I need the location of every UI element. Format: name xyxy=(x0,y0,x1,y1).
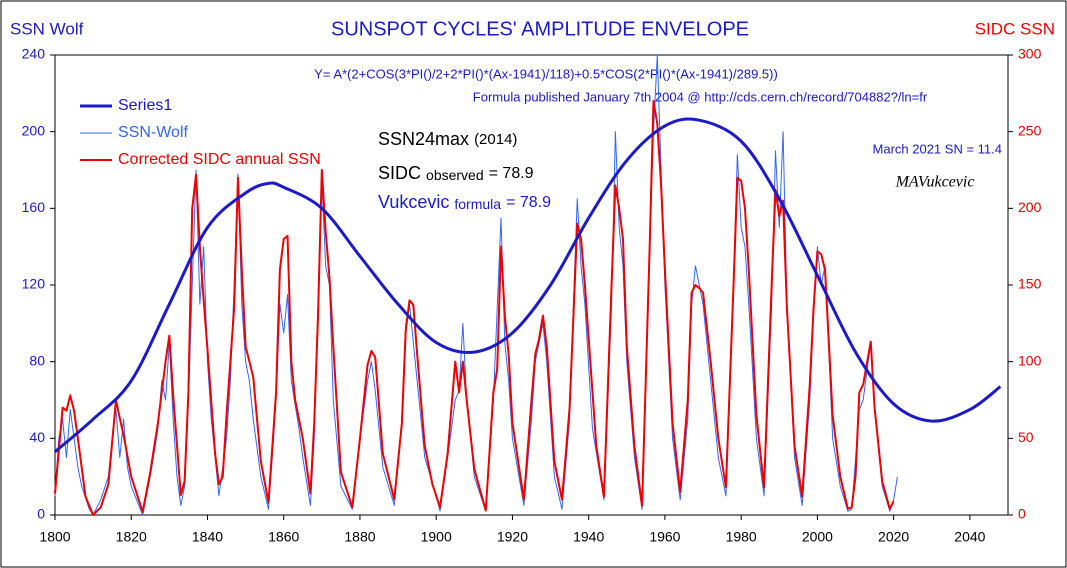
y-tick-label: 120 xyxy=(22,276,46,292)
ssn24max-year: (2014) xyxy=(474,131,517,148)
vukcevic-label: Vukcevic xyxy=(378,192,449,212)
formula: Y= A*(2+COS(3*PI()/2+2*PI()*(Ax-1941)/11… xyxy=(314,66,778,81)
series-line xyxy=(54,117,1002,453)
y2-tick-label: 0 xyxy=(1018,506,1026,522)
ssn24max-label: SSN24max xyxy=(378,129,469,149)
y2-tick-label: 150 xyxy=(1018,276,1042,292)
x-tick-label: 1940 xyxy=(573,529,604,545)
y2-tick-label: 100 xyxy=(1018,352,1042,368)
y2-axis-label: SIDC SSN xyxy=(975,19,1055,38)
x-tick-label: 1960 xyxy=(649,529,680,545)
vukcevic-sub: formula xyxy=(454,196,501,212)
sidc-observed: SIDC observed = 78.9 xyxy=(378,163,534,185)
legend-label: Corrected SIDC annual SSN xyxy=(118,151,321,168)
y2-tick-label: 200 xyxy=(1018,199,1042,215)
y-tick-label: 240 xyxy=(22,46,46,62)
sidc-sub: observed xyxy=(426,167,484,183)
y-tick-label: 160 xyxy=(22,199,46,215)
x-tick-label: 1820 xyxy=(116,529,147,545)
y2-tick-label: 300 xyxy=(1018,46,1042,62)
march-note: March 2021 SN = 11.4 xyxy=(873,141,1002,156)
formula-note: Formula published January 7th 2004 @ htt… xyxy=(473,89,928,104)
x-tick-label: 1800 xyxy=(39,529,70,545)
signature: MAVukcevic xyxy=(895,174,975,191)
x-tick-label: 2020 xyxy=(878,529,909,545)
sidc-value: = 78.9 xyxy=(489,165,534,182)
y2-tick-label: 250 xyxy=(1018,122,1042,138)
ssn24max: SSN24max (2014) xyxy=(378,129,517,149)
x-tick-label: 1980 xyxy=(726,529,757,545)
x-tick-label: 1920 xyxy=(497,529,528,545)
vukcevic-formula: Vukcevic formula = 78.9 xyxy=(378,192,551,214)
y-tick-label: 0 xyxy=(37,506,45,522)
x-tick-label: 1860 xyxy=(268,529,299,545)
x-tick-label: 1880 xyxy=(344,529,375,545)
y-tick-label: 80 xyxy=(29,352,45,368)
chart-title: SUNSPOT CYCLES' AMPLITUDE ENVELOPE xyxy=(331,18,749,40)
series-line xyxy=(54,100,895,516)
x-tick-label: 2040 xyxy=(954,529,985,545)
y-tick-label: 200 xyxy=(22,122,46,138)
vukcevic-value: = 78.9 xyxy=(506,194,551,211)
legend-label: Series1 xyxy=(118,97,172,114)
y-axis-label: SSN Wolf xyxy=(10,19,84,38)
sidc-label: SIDC xyxy=(378,163,421,183)
y2-tick-label: 50 xyxy=(1018,429,1034,445)
x-tick-label: 2000 xyxy=(802,529,833,545)
legend-label: SSN-Wolf xyxy=(118,124,188,141)
y-tick-label: 40 xyxy=(29,429,45,445)
x-tick-label: 1840 xyxy=(192,529,223,545)
x-tick-label: 1900 xyxy=(421,529,452,545)
